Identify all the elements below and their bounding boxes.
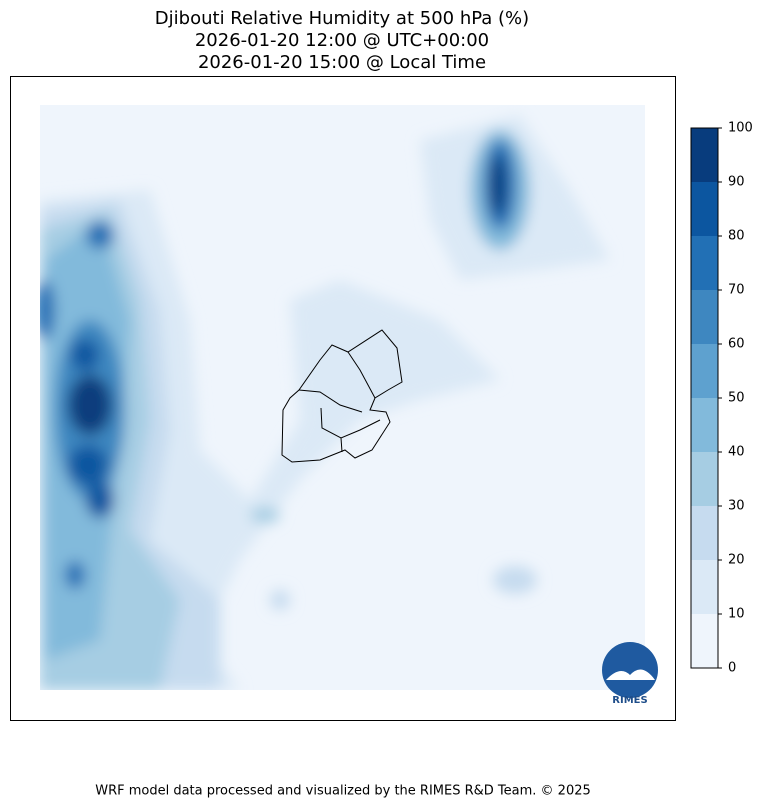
title-line: Djibouti Relative Humidity at 500 hPa (%… — [155, 8, 529, 29]
colorbar-tick-label: 90 — [728, 175, 745, 190]
colorbar-tick-label: 100 — [728, 121, 753, 136]
footer: WRF model data processed and visualized … — [95, 784, 591, 799]
colorbar-segment — [691, 614, 718, 668]
colorbar-tick-label: 60 — [728, 337, 745, 352]
colorbar-segment — [691, 128, 718, 182]
colorbar-segment — [691, 236, 718, 290]
title-line: 2026-01-20 15:00 @ Local Time — [198, 52, 486, 73]
title-line: 2026-01-20 12:00 @ UTC+00:00 — [195, 30, 489, 51]
title-group: Djibouti Relative Humidity at 500 hPa (%… — [155, 8, 529, 73]
logo-label: RIMES — [612, 695, 647, 706]
colorbar-tick-label: 40 — [728, 445, 745, 460]
colorbar-tick-label: 0 — [728, 661, 736, 676]
colorbar-tick-label: 50 — [728, 391, 745, 406]
logo-wave — [606, 669, 655, 680]
colorbar: 0 10 20 30 40 50 60 70 80 90 100 — [690, 121, 753, 676]
colorbar-tick-label: 80 — [728, 229, 745, 244]
colorbar-tick-label: 30 — [728, 499, 745, 514]
colorbar-segment — [691, 560, 718, 614]
colorbar-tick-label: 10 — [728, 607, 745, 622]
country-borders — [281, 329, 403, 463]
logo-circle — [602, 642, 658, 698]
colorbar-segment — [691, 398, 718, 452]
colorbar-tick-label: 70 — [728, 283, 745, 298]
colorbar-segment — [691, 506, 718, 560]
colorbar-segment — [691, 344, 718, 398]
colorbar-segment — [691, 452, 718, 506]
colorbar-segment — [691, 182, 718, 236]
humidity-field — [40, 105, 645, 690]
field-contours — [40, 115, 610, 690]
logo: RIMES — [602, 642, 658, 706]
colorbar-segment — [691, 290, 718, 344]
colorbar-tick-label: 20 — [728, 553, 745, 568]
